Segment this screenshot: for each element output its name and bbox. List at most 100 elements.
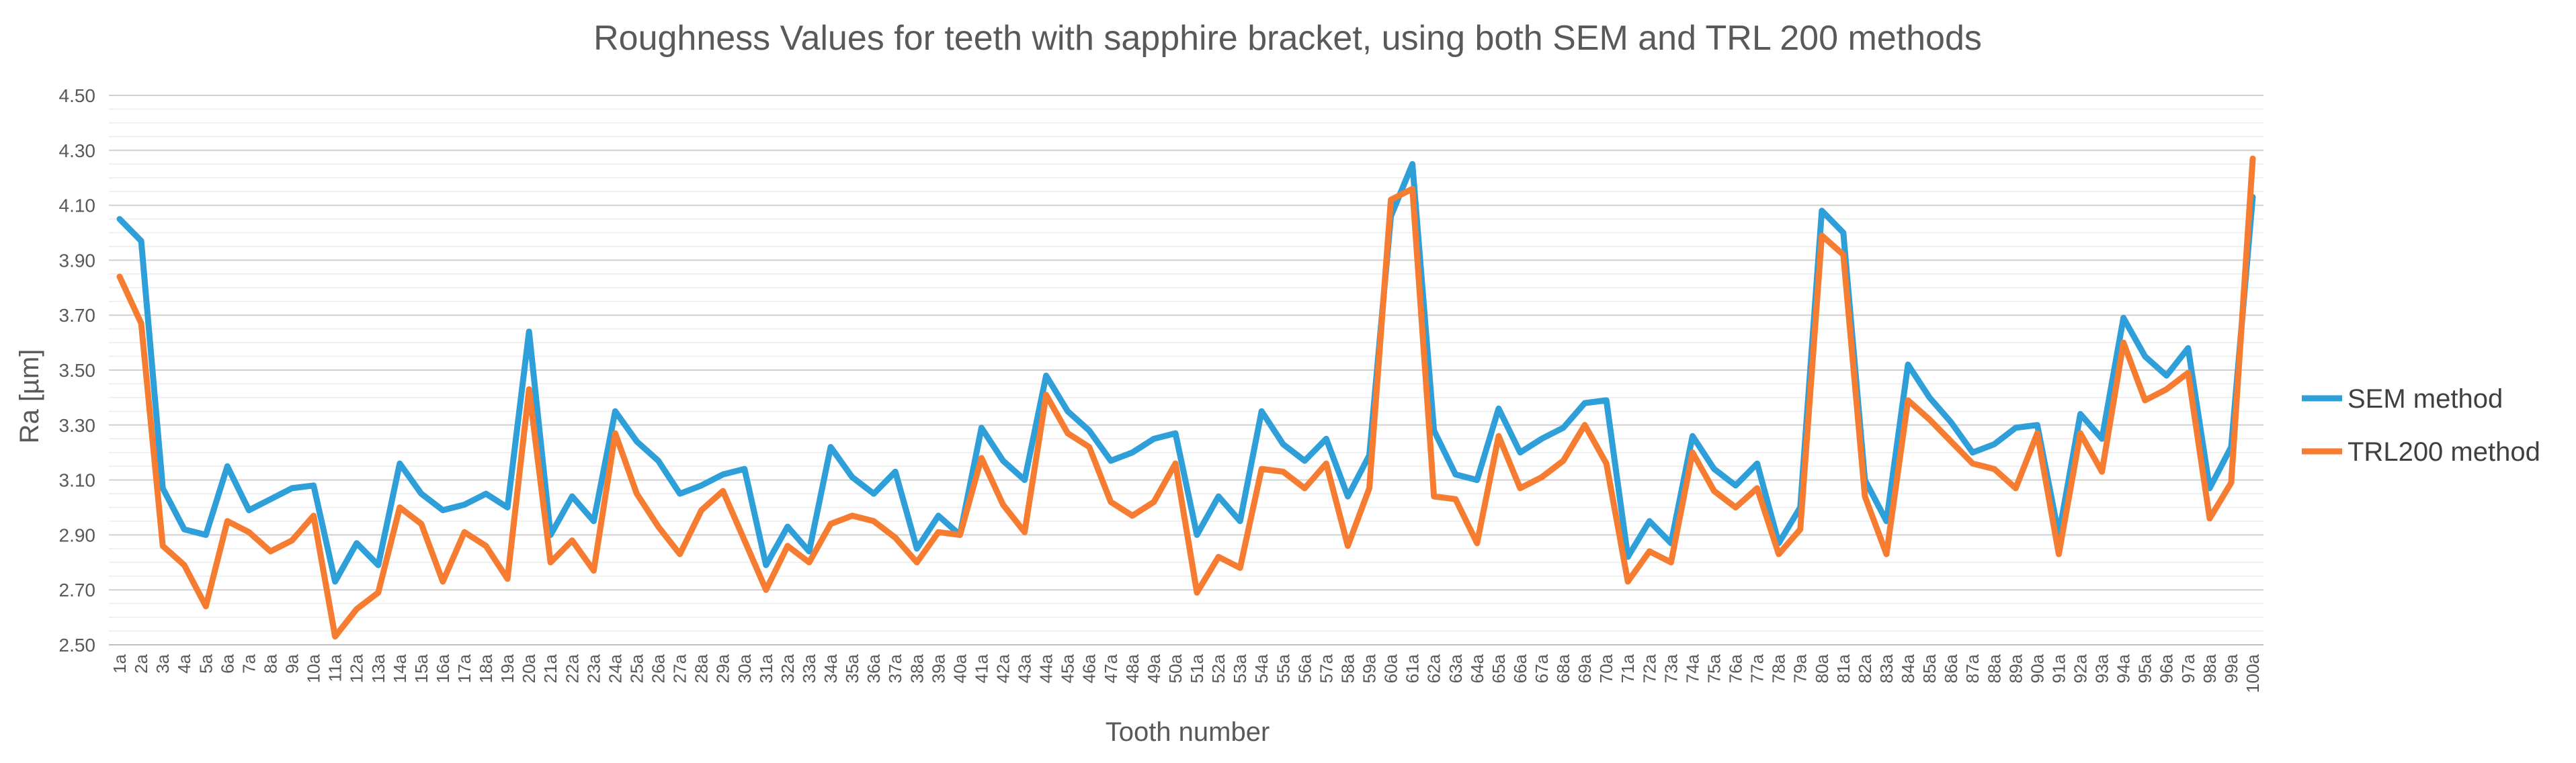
x-tick-label: 66a	[1510, 654, 1530, 683]
x-tick-label: 37a	[885, 654, 905, 683]
legend: SEM method TRL200 method	[2302, 384, 2540, 467]
x-tick-label: 67a	[1532, 654, 1552, 683]
y-tick-label: 3.50	[59, 360, 96, 381]
x-tick-label: 89a	[2005, 654, 2026, 683]
y-tick-label: 3.30	[59, 415, 96, 436]
x-tick-label: 52a	[1208, 654, 1229, 683]
x-tick-label: 98a	[2200, 654, 2220, 683]
x-tick-label: 47a	[1101, 654, 1121, 683]
x-tick-label: 88a	[1984, 654, 2004, 683]
y-tick-label: 3.10	[59, 470, 96, 491]
x-tick-label: 85a	[1919, 654, 1940, 683]
x-tick-label: 69a	[1575, 654, 1595, 683]
x-tick-label: 58a	[1337, 654, 1358, 683]
x-tick-label: 40a	[950, 654, 970, 683]
y-tick-label: 2.50	[59, 635, 96, 656]
x-tick-label: 56a	[1294, 654, 1315, 683]
x-tick-label: 72a	[1639, 654, 1659, 683]
x-tick-label: 6a	[217, 654, 237, 673]
y-tick-label: 4.10	[59, 195, 96, 216]
x-tick-label: 30a	[735, 654, 755, 683]
x-tick-label: 20a	[519, 654, 539, 683]
x-tick-label: 13a	[368, 654, 388, 683]
x-tick-label: 77a	[1747, 654, 1768, 683]
x-tick-label: 25a	[626, 654, 647, 683]
x-tick-label: 78a	[1769, 654, 1789, 683]
y-tick-label: 3.90	[59, 250, 96, 271]
x-tick-label: 76a	[1726, 654, 1746, 683]
x-tick-label: 95a	[2135, 654, 2155, 683]
x-tick-label: 45a	[1058, 654, 1078, 683]
x-tick-label: 39a	[928, 654, 948, 683]
x-tick-label: 84a	[1898, 654, 1918, 683]
y-tick-label: 3.70	[59, 305, 96, 326]
x-tick-label: 15a	[411, 654, 431, 683]
x-tick-label: 24a	[605, 654, 625, 683]
x-tick-label: 2a	[131, 654, 151, 673]
x-tick-label: 59a	[1360, 654, 1380, 683]
x-tick-label: 82a	[1855, 654, 1875, 683]
x-tick-label: 51a	[1187, 654, 1207, 683]
x-tick-label: 97a	[2178, 654, 2198, 683]
x-tick-label: 34a	[821, 654, 841, 683]
x-tick-label: 43a	[1015, 654, 1035, 683]
y-tick-label: 2.70	[59, 580, 96, 600]
x-tick-label: 16a	[433, 654, 453, 683]
x-tick-label: 32a	[778, 654, 798, 683]
x-tick-label: 5a	[196, 654, 216, 673]
x-tick-label: 90a	[2027, 654, 2047, 683]
x-tick-label: 1a	[110, 654, 130, 673]
x-tick-label: 21a	[540, 654, 560, 683]
x-tick-label: 49a	[1144, 654, 1164, 683]
x-tick-label: 48a	[1122, 654, 1142, 683]
x-tick-label: 99a	[2221, 654, 2241, 683]
y-axis-ticks: 2.50 2.70 2.90 3.10 3.30 3.50 3.70 3.90 4.10 4.30…	[59, 85, 96, 656]
y-tick-label: 4.50	[59, 85, 96, 106]
y-axis-label: Ra [µm]	[15, 349, 44, 444]
x-tick-label: 60a	[1381, 654, 1401, 683]
legend-label: SEM method	[2348, 384, 2503, 414]
x-tick-label: 44a	[1036, 654, 1056, 683]
x-tick-label: 36a	[864, 654, 884, 683]
y-tick-label: 2.90	[59, 525, 96, 545]
x-tick-label: 18a	[476, 654, 496, 683]
x-tick-label: 42a	[993, 654, 1013, 683]
x-tick-label: 29a	[713, 654, 733, 683]
grid-layer	[109, 95, 2263, 645]
x-tick-label: 63a	[1446, 654, 1466, 683]
x-tick-label: 12a	[347, 654, 367, 683]
x-tick-label: 53a	[1230, 654, 1250, 683]
x-tick-label: 26a	[649, 654, 669, 683]
x-tick-label: 8a	[260, 654, 280, 673]
series-line-trl200	[116, 155, 2256, 640]
chart-title: Roughness Values for teeth with sapphire…	[593, 19, 1982, 58]
x-tick-label: 86a	[1941, 654, 1961, 683]
x-tick-label: 10a	[304, 654, 324, 683]
y-tick-label: 4.30	[59, 140, 96, 161]
x-tick-label: 19a	[497, 654, 517, 683]
x-tick-label: 68a	[1553, 654, 1573, 683]
x-tick-label: 27a	[670, 654, 690, 683]
x-tick-label: 73a	[1661, 654, 1681, 683]
x-tick-label: 96a	[2157, 654, 2177, 683]
x-tick-label: 28a	[692, 654, 712, 683]
x-tick-label: 65a	[1489, 654, 1509, 683]
x-tick-label: 92a	[2070, 654, 2090, 683]
x-tick-label: 91a	[2048, 654, 2069, 683]
x-tick-label: 79a	[1790, 654, 1811, 683]
x-tick-label: 74a	[1682, 654, 1702, 683]
x-tick-label: 7a	[239, 654, 259, 673]
x-tick-label: 3a	[153, 654, 173, 673]
x-tick-label: 81a	[1833, 654, 1854, 683]
x-tick-label: 17a	[454, 654, 474, 683]
x-tick-label: 87a	[1962, 654, 1983, 683]
x-tick-label: 22a	[562, 654, 582, 683]
x-tick-label: 71a	[1618, 654, 1638, 683]
x-axis-label: Tooth number	[1106, 717, 1270, 747]
x-tick-label: 94a	[2114, 654, 2134, 683]
x-tick-label: 62a	[1424, 654, 1444, 683]
x-tick-label: 31a	[756, 654, 776, 683]
x-tick-label: 100a	[2243, 654, 2263, 692]
x-tick-label: 14a	[390, 654, 410, 683]
